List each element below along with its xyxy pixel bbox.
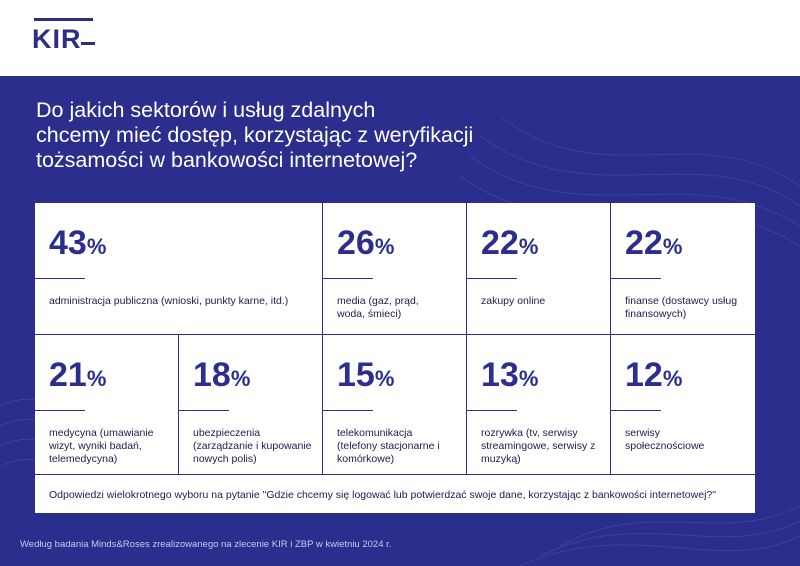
stat-label: ubezpieczenia (zarządzanie i kupowanie n… bbox=[193, 427, 312, 465]
separator bbox=[323, 278, 373, 279]
stat-label: zakupy online bbox=[481, 295, 546, 307]
stat-cell-zakupy: 22% zakupy online bbox=[467, 203, 610, 334]
stat-label: finanse (dostawcy usług finansowych) bbox=[625, 295, 738, 320]
logo-bar bbox=[34, 18, 93, 21]
stat-value: 13% bbox=[481, 356, 539, 394]
footnote: Odpowiedzi wielokrotnego wyboru na pytan… bbox=[49, 489, 716, 501]
separator bbox=[467, 410, 517, 411]
title-line-1: Do jakich sektorów i usług zdalnych bbox=[36, 98, 376, 122]
logo-underscore bbox=[81, 42, 95, 45]
stat-label: medycyna (umawianie wizyt, wyniki badań,… bbox=[49, 427, 154, 465]
grid-divider bbox=[178, 334, 179, 474]
separator bbox=[35, 410, 85, 411]
stat-cell-spolecznosciowe: 12% serwisy społecznościowe bbox=[611, 335, 755, 474]
logo-text: KIR bbox=[32, 24, 82, 54]
grid-divider bbox=[322, 203, 323, 474]
stat-label: telekomunikacja (telefony stacjonarne i … bbox=[337, 427, 440, 465]
separator bbox=[467, 278, 517, 279]
stat-label: administracja publiczna (wnioski, punkty… bbox=[49, 295, 289, 307]
title-line-2: chcemy mieć dostęp, korzystając z weryfi… bbox=[36, 123, 474, 147]
stat-value: 26% bbox=[337, 224, 395, 262]
stat-cell-telekomunikacja: 15% telekomunikacja (telefony stacjonarn… bbox=[323, 335, 466, 474]
kir-logo: KIR bbox=[32, 18, 98, 54]
footnote-cell: Odpowiedzi wielokrotnego wyboru na pytan… bbox=[35, 475, 755, 513]
stat-value: 22% bbox=[625, 224, 683, 262]
separator bbox=[611, 410, 661, 411]
page-title: Do jakich sektorów i usług zdalnych chce… bbox=[36, 98, 596, 173]
separator bbox=[35, 278, 85, 279]
title-line-3: tożsamości w bankowości internetowej? bbox=[36, 148, 418, 172]
stat-label: serwisy społecznościowe bbox=[625, 427, 705, 452]
grid-divider bbox=[35, 334, 755, 335]
source-note: Według badania Minds&Roses zrealizowaneg… bbox=[20, 539, 392, 550]
separator bbox=[323, 410, 373, 411]
header: KIR bbox=[0, 0, 800, 76]
wave-lines-decoration bbox=[0, 115, 800, 566]
stat-value: 12% bbox=[625, 356, 683, 394]
separator bbox=[179, 410, 229, 411]
grid-divider bbox=[35, 474, 755, 475]
grid-divider bbox=[466, 203, 467, 474]
results-grid: 43% administracja publiczna (wnioski, pu… bbox=[35, 203, 755, 513]
separator bbox=[611, 278, 661, 279]
stat-cell-medycyna: 21% medycyna (umawianie wizyt, wyniki ba… bbox=[35, 335, 178, 474]
stat-value: 18% bbox=[193, 356, 251, 394]
stat-cell-finanse: 22% finanse (dostawcy usług finansowych) bbox=[611, 203, 755, 334]
stat-value: 15% bbox=[337, 356, 395, 394]
stat-cell-ubezpieczenia: 18% ubezpieczenia (zarządzanie i kupowan… bbox=[179, 335, 322, 474]
stat-label: media (gaz, prąd, woda, śmieci) bbox=[337, 295, 419, 320]
stat-cell-administracja: 43% administracja publiczna (wnioski, pu… bbox=[35, 203, 322, 334]
stat-value: 21% bbox=[49, 356, 107, 394]
stat-cell-media: 26% media (gaz, prąd, woda, śmieci) bbox=[323, 203, 466, 334]
grid-divider bbox=[610, 203, 611, 474]
stat-cell-rozrywka: 13% rozrywka (tv, serwisy streamingowe, … bbox=[467, 335, 610, 474]
stat-value: 43% bbox=[49, 224, 107, 262]
stat-label: rozrywka (tv, serwisy streamingowe, serw… bbox=[481, 427, 596, 465]
stat-value: 22% bbox=[481, 224, 539, 262]
